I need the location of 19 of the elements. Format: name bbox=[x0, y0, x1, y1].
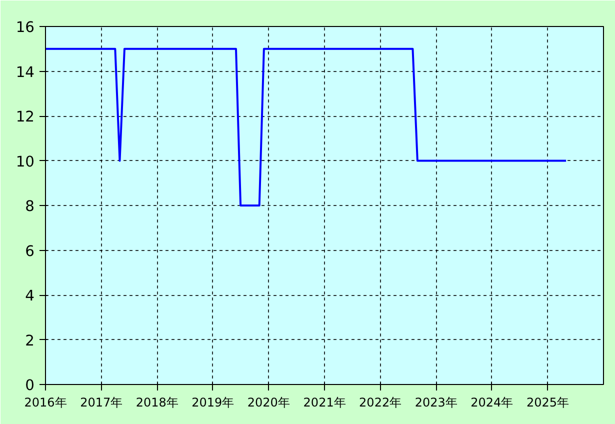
x-tick-label: 2021年 bbox=[303, 396, 346, 410]
x-tick-label: 2017年 bbox=[80, 396, 123, 410]
x-tick-label: 2022年 bbox=[359, 396, 402, 410]
x-tick-label: 2025年 bbox=[526, 396, 570, 410]
y-tick-label: 12 bbox=[16, 108, 35, 126]
y-tick-label: 14 bbox=[16, 64, 35, 81]
x-tick-label: 2020年 bbox=[247, 396, 290, 410]
x-tick-label: 2018年 bbox=[136, 396, 178, 410]
y-tick-label: 0 bbox=[25, 377, 35, 394]
y-tick-label: 8 bbox=[25, 198, 35, 215]
y-tick-label: 10 bbox=[16, 153, 35, 170]
x-tick-label: 2024年 bbox=[470, 396, 514, 410]
x-tick-label: 2016年 bbox=[24, 396, 67, 410]
y-tick-label: 6 bbox=[25, 242, 35, 260]
y-tick-label: 16 bbox=[16, 19, 35, 36]
x-tick-label: 2023年 bbox=[414, 396, 458, 410]
x-tick-label: 2019年 bbox=[192, 396, 234, 410]
y-tick-label: 2 bbox=[25, 332, 35, 350]
y-tick-label: 4 bbox=[25, 288, 35, 304]
